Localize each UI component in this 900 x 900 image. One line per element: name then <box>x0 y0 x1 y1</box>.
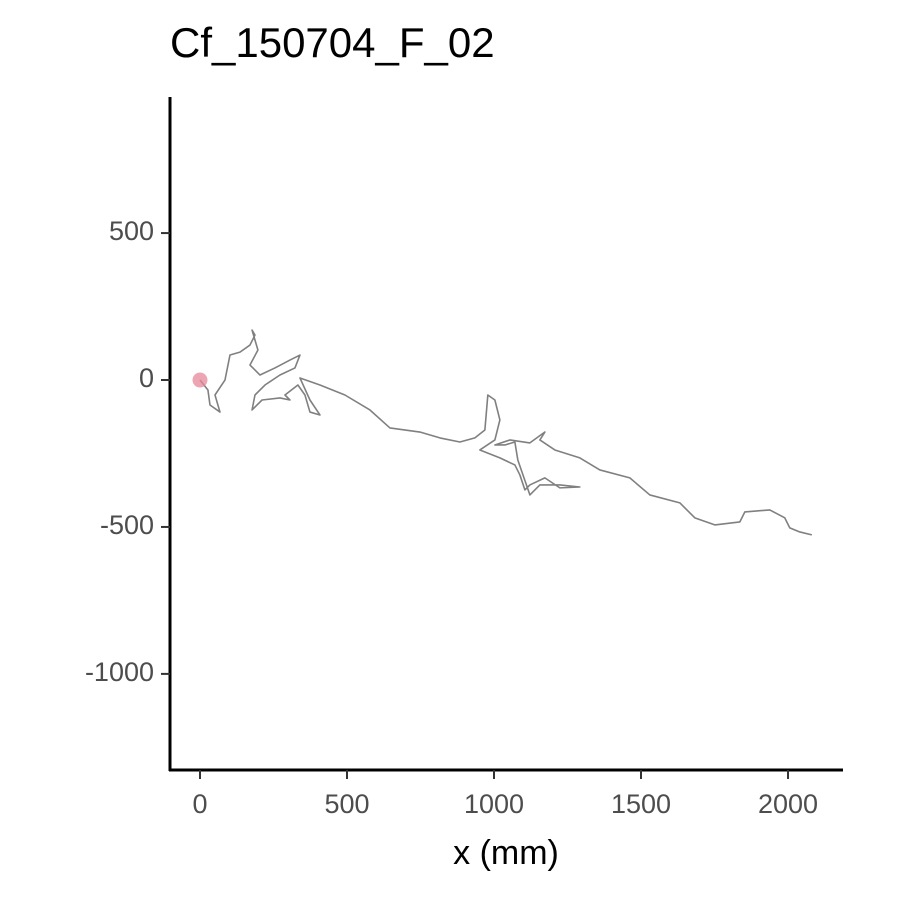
y-tick-label: -1000 <box>85 657 154 687</box>
x-tick-label: 0 <box>192 789 207 819</box>
x-tick-label: 500 <box>324 789 369 819</box>
x-tick-label: 2000 <box>758 789 818 819</box>
start-point <box>192 372 208 388</box>
x-tick-label: 1500 <box>611 789 671 819</box>
chart-title: Cf_150704_F_02 <box>170 19 495 66</box>
x-axis-label: x (mm) <box>453 834 559 872</box>
y-tick-label: 0 <box>139 363 154 393</box>
y-tick-label: -500 <box>100 510 154 540</box>
track-line <box>199 329 813 536</box>
x-tick-label: 1000 <box>464 789 524 819</box>
y-tick-label: 500 <box>109 216 154 246</box>
